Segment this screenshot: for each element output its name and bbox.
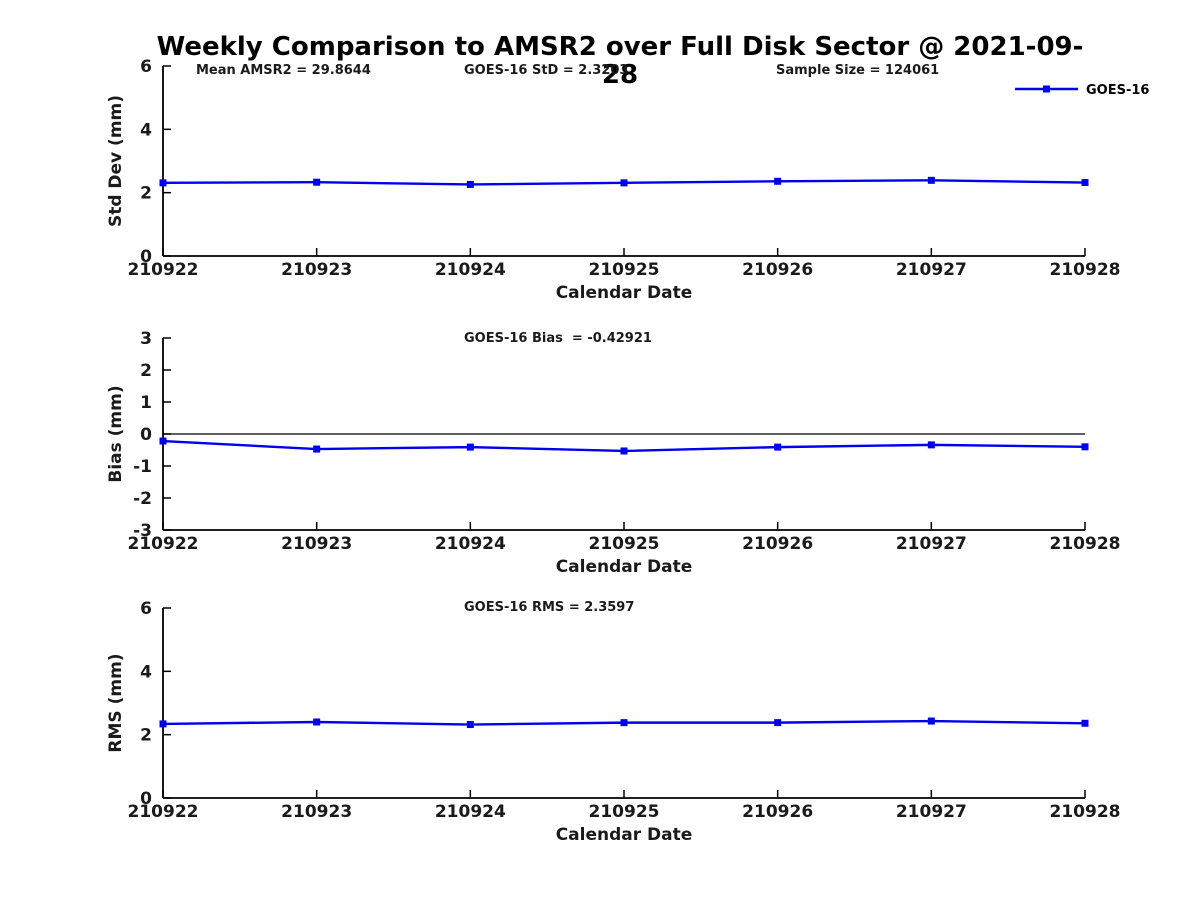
x-tick-label: 210928	[1050, 534, 1121, 554]
data-point-marker	[159, 179, 167, 187]
panel-annotation: GOES-16 RMS = 2.3597	[464, 600, 634, 615]
y-tick-label: -2	[133, 489, 152, 509]
x-axis-label-bias: Calendar Date	[556, 557, 693, 577]
data-point-marker	[159, 720, 167, 728]
x-tick-label: 210928	[1050, 802, 1121, 822]
x-tick-label: 210926	[742, 802, 813, 822]
data-point-marker	[927, 176, 935, 184]
y-axis-label-bias: Bias (mm)	[106, 385, 126, 482]
x-tick-label: 210922	[128, 802, 199, 822]
panel-annotation: GOES-16 StD = 2.3203	[464, 63, 628, 78]
data-point-marker	[620, 719, 628, 727]
y-tick-label: 2	[140, 184, 152, 204]
panel-annotation: Sample Size = 124061	[776, 63, 939, 78]
y-tick-label: -3	[133, 521, 152, 541]
data-point-marker	[466, 721, 474, 729]
data-point-marker	[1081, 443, 1089, 451]
legend-marker	[1043, 85, 1050, 93]
y-tick-label: -1	[133, 457, 152, 477]
y-tick-label: 4	[140, 662, 152, 682]
x-tick-label: 210922	[128, 534, 199, 554]
y-tick-label: 6	[140, 57, 152, 77]
x-tick-label: 210927	[896, 260, 967, 280]
x-tick-label: 210925	[589, 534, 660, 554]
y-tick-label: 3	[140, 329, 152, 349]
x-tick-label: 210927	[896, 802, 967, 822]
data-point-marker	[1081, 179, 1089, 187]
panel-annotation: GOES-16 Bias = -0.42921	[464, 331, 652, 346]
x-tick-label: 210925	[589, 260, 660, 280]
x-tick-label: 210925	[589, 802, 660, 822]
chart-title: Weekly Comparison to AMSR2 over Full Dis…	[156, 32, 1084, 90]
x-tick-label: 210924	[435, 534, 506, 554]
x-tick-label: 210924	[435, 260, 506, 280]
data-point-marker	[620, 447, 628, 455]
legend-label: GOES-16	[1086, 83, 1149, 98]
x-tick-label: 210926	[742, 534, 813, 554]
data-point-marker	[313, 445, 321, 453]
x-tick-label: 210924	[435, 802, 506, 822]
x-tick-label: 210923	[281, 260, 352, 280]
y-tick-label: 2	[140, 361, 152, 381]
x-axis-label-rms: Calendar Date	[556, 825, 693, 845]
y-tick-label: 0	[140, 425, 152, 445]
x-tick-label: 210923	[281, 534, 352, 554]
data-point-marker	[1081, 719, 1089, 727]
panel-annotation: Mean AMSR2 = 29.8644	[196, 63, 371, 78]
data-point-marker	[927, 441, 935, 449]
x-tick-label: 210928	[1050, 260, 1121, 280]
data-point-marker	[466, 443, 474, 451]
y-axis-label-std-dev: Std Dev (mm)	[106, 95, 126, 227]
data-point-marker	[774, 177, 782, 185]
x-tick-label: 210926	[742, 260, 813, 280]
data-point-marker	[313, 178, 321, 186]
y-tick-label: 6	[140, 599, 152, 619]
data-point-marker	[620, 179, 628, 187]
data-point-marker	[159, 437, 167, 445]
x-tick-label: 210922	[128, 260, 199, 280]
y-axis-label-rms: RMS (mm)	[106, 653, 126, 752]
x-tick-label: 210927	[896, 534, 967, 554]
y-tick-label: 1	[140, 393, 152, 413]
data-point-marker	[927, 717, 935, 725]
data-point-marker	[774, 443, 782, 451]
data-point-marker	[774, 719, 782, 727]
y-tick-label: 2	[140, 726, 152, 746]
y-tick-label: 0	[140, 247, 152, 267]
x-axis-label-std-dev: Calendar Date	[556, 283, 693, 303]
y-tick-label: 4	[140, 120, 152, 140]
data-point-marker	[466, 180, 474, 188]
y-tick-label: 0	[140, 789, 152, 809]
x-tick-label: 210923	[281, 802, 352, 822]
data-point-marker	[313, 718, 321, 726]
